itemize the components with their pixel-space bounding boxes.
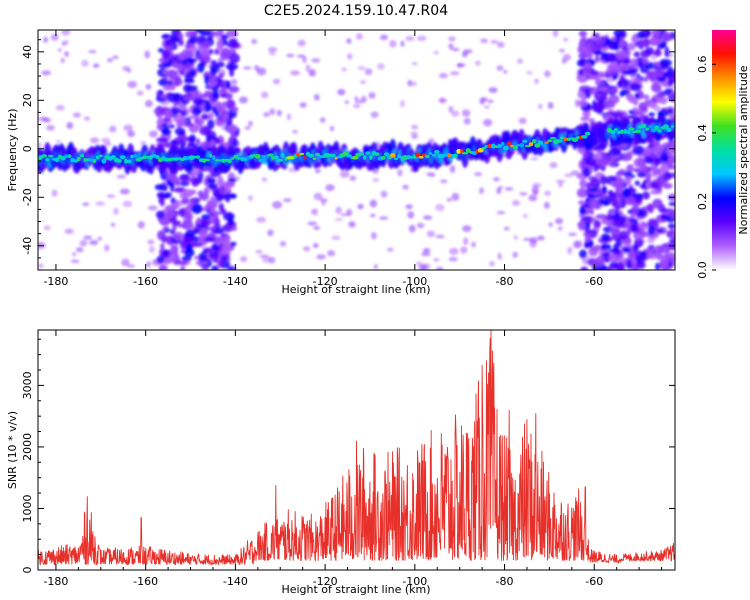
figure-title: C2E5.2024.159.10.47.R04 — [264, 3, 448, 19]
spectrogram-x-axis-label: Height of straight line (km) — [281, 283, 430, 296]
spectrogram-x-tick-label: -180 — [43, 275, 68, 288]
snr-y-tick-label: 3000 — [21, 371, 34, 399]
snr-series-line — [38, 330, 675, 566]
colorbar-tick-label: 0.2 — [696, 193, 709, 211]
snr-x-tick-label: -160 — [133, 575, 158, 588]
spectrogram-ticks: -180 -160 -140 -120 -100 -80 -60 -40 -20 0 20 40 — [21, 30, 675, 288]
colorbar-tick-label: 0.4 — [696, 124, 709, 142]
spectrogram-x-tick-label: -80 — [496, 275, 514, 288]
snr-x-tick-label: -120 — [313, 575, 338, 588]
snr-y-tick-label: 1000 — [21, 494, 34, 522]
snr-frame — [37, 329, 676, 571]
snr-x-tick-label: -80 — [496, 575, 514, 588]
snr-y-tick-label: 2000 — [21, 433, 34, 461]
snr-x-tick-label: -100 — [402, 575, 427, 588]
snr-x-tick-label: -60 — [585, 575, 603, 588]
spectrogram-frame — [37, 29, 676, 271]
snr-panel: -180 -160 -140 -120 -100 -80 -600100020003000 … — [6, 329, 676, 596]
spectrogram-x-tick-label: -100 — [402, 275, 427, 288]
snr-x-axis-label: Height of straight line (km) — [281, 583, 430, 596]
spectrogram-y-tick-label: 0 — [21, 145, 34, 152]
snr-ticks: -180 -160 -140 -120 -100 -80 -60 0 1000 2000 3000 — [21, 330, 675, 588]
spectrogram-x-tick-label: -160 — [133, 275, 158, 288]
snr-y-tick-label: 0 — [21, 567, 34, 574]
colorbar-tick-label: 0.6 — [696, 56, 709, 74]
spectrogram-x-tick-label: -60 — [585, 275, 603, 288]
spectrogram-x-tick-label: -120 — [313, 275, 338, 288]
spectrogram-x-tick-label: -140 — [223, 275, 248, 288]
spectrogram-panel: -180 -160 -140 -120 -100 -80 -60 -40 -20 0 20 40 He… — [6, 29, 676, 296]
snr-y-axis-label: SNR (10 * v/v) — [6, 411, 19, 489]
spectrogram-y-tick-label: -20 — [21, 188, 34, 206]
snr-x-tick-label: -140 — [223, 575, 248, 588]
spectrogram-y-tick-label: -40 — [21, 237, 34, 255]
colorbar-scale — [712, 30, 736, 270]
colorbar-label: Normalized spectral amplitude — [737, 65, 750, 234]
snr-x-tick-label: -180 — [43, 575, 68, 588]
spectrogram-y-tick-label: 20 — [21, 93, 34, 107]
spectrogram-y-tick-label: 40 — [21, 45, 34, 59]
colorbar-ticks: 0.0 0.2 0.4 0.6 — [696, 56, 716, 279]
colorbar-tick-label: 0.0 — [696, 261, 709, 279]
spectrogram-y-axis-label: Frequency (Hz) — [6, 109, 19, 192]
colorbar: 0.0 0.2 0.4 0.6 Normalized spectral amplitu… — [696, 30, 750, 279]
spectrogram-heatmap — [38, 30, 675, 270]
